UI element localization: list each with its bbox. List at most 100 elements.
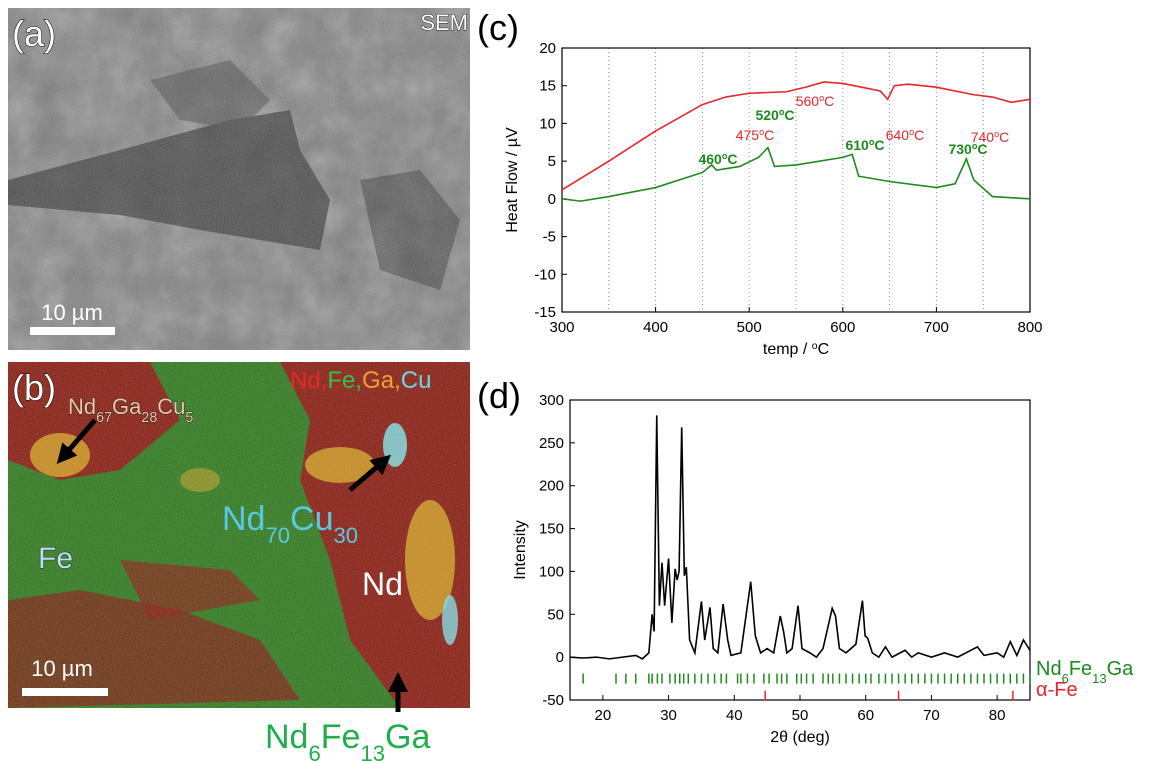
legend-label: α-Fe xyxy=(1036,679,1078,701)
y-tick-label: -50 xyxy=(542,692,564,709)
annotation: 560oC xyxy=(796,93,835,109)
phase-label: Nd6Fe13Ga xyxy=(265,718,430,761)
text-segment: Cu xyxy=(290,500,333,538)
text-segment: temp / xyxy=(763,341,812,358)
text-segment: Ga xyxy=(385,718,430,756)
x-tick-label: 50 xyxy=(792,707,809,724)
text-segment: C xyxy=(764,127,774,143)
sem-image xyxy=(8,8,470,350)
text-segment: Ga, xyxy=(362,367,401,394)
text-segment: Nd, xyxy=(290,367,327,394)
scale-bar xyxy=(30,327,115,335)
x-tick-label: 800 xyxy=(1017,319,1042,336)
y-tick-label: 150 xyxy=(539,521,564,538)
text-segment: 730 xyxy=(948,141,972,157)
y-tick-label: -5 xyxy=(543,229,556,246)
text-segment: C xyxy=(914,127,924,143)
y-tick-label: 20 xyxy=(539,40,556,57)
scale-bar xyxy=(22,688,108,696)
panel-label: (d) xyxy=(477,375,521,416)
y-axis-title: Intensity xyxy=(512,520,529,580)
annotation: 610oC xyxy=(845,137,884,153)
panel-label: (b) xyxy=(12,367,56,408)
text-segment: Ga xyxy=(112,394,142,419)
y-tick-label: 300 xyxy=(539,392,564,409)
x-tick-label: 80 xyxy=(989,707,1006,724)
text-segment: 520 xyxy=(755,107,779,123)
text-segment: 6 xyxy=(308,741,320,761)
text-segment: Nd xyxy=(222,500,265,538)
text-segment: C xyxy=(874,137,884,153)
phase-label: Nd xyxy=(362,566,403,602)
text-segment: 30 xyxy=(334,523,359,548)
figure: (a) SEM 10 µm (b) 10 µm Fe Nd Nd,Fe,Ga,C… xyxy=(0,0,1172,761)
x-tick-label: 300 xyxy=(549,319,574,336)
text-segment: Nd xyxy=(1036,658,1062,680)
panel-label: (a) xyxy=(12,13,56,54)
y-tick-label: 10 xyxy=(539,115,556,132)
y-tick-label: 100 xyxy=(539,563,564,580)
text-segment: C xyxy=(784,107,794,123)
x-tick-label: 70 xyxy=(923,707,940,724)
text-segment: C xyxy=(818,341,830,358)
y-tick-label: 250 xyxy=(539,435,564,452)
annotation: 520oC xyxy=(755,107,794,123)
text-segment: 67 xyxy=(96,410,112,426)
text-segment: C xyxy=(824,93,834,109)
annotation: 460oC xyxy=(698,151,737,167)
scale-label: 10 µm xyxy=(31,656,93,681)
text-segment: Nd xyxy=(265,718,308,756)
text-segment: 640 xyxy=(886,127,910,143)
text-segment: C xyxy=(727,151,737,167)
x-tick-label: 400 xyxy=(643,319,668,336)
text-segment: 560 xyxy=(796,93,820,109)
y-axis-title: Heat Flow / µV xyxy=(504,127,521,233)
x-tick-label: 600 xyxy=(830,319,855,336)
text-segment: 5 xyxy=(185,410,193,426)
text-segment: 13 xyxy=(1092,671,1106,686)
text-segment: Ga xyxy=(1107,658,1135,680)
y-tick-label: -10 xyxy=(534,266,556,283)
text-segment: Nd xyxy=(68,394,96,419)
text-segment: C xyxy=(977,141,987,157)
text-segment: C xyxy=(999,129,1009,145)
x-tick-label: 60 xyxy=(857,707,874,724)
y-tick-label: 0 xyxy=(556,649,564,666)
y-tick-label: -15 xyxy=(534,304,556,321)
text-segment: 610 xyxy=(845,137,869,153)
annotation: 640oC xyxy=(886,127,925,143)
y-tick-label: 200 xyxy=(539,478,564,495)
y-tick-label: 0 xyxy=(548,191,556,208)
scale-label: 10 µm xyxy=(41,300,103,325)
text-segment: Fe, xyxy=(327,367,362,394)
annotation: 730oC xyxy=(948,141,987,157)
page: Figure body { margin: 0; background: #ff… xyxy=(0,0,1172,761)
x-tick-label: 500 xyxy=(737,319,762,336)
x-tick-label: 40 xyxy=(726,707,743,724)
data-line xyxy=(570,415,1030,658)
x-axis-title: 2θ (deg) xyxy=(770,729,830,746)
y-tick-label: 5 xyxy=(548,153,556,170)
text-segment: 13 xyxy=(360,741,385,761)
text-segment: 70 xyxy=(265,523,290,548)
text-segment: 475 xyxy=(736,127,760,143)
annotation: 475oC xyxy=(736,127,775,143)
x-tick-label: 30 xyxy=(660,707,677,724)
image-tag: SEM xyxy=(420,10,468,35)
text-segment: α-Fe xyxy=(1036,679,1078,701)
phase-label: Fe xyxy=(38,542,73,575)
text-segment: Cu xyxy=(401,367,432,394)
x-axis-title: temp / oC xyxy=(763,341,829,359)
text-segment: Fe xyxy=(1069,658,1092,680)
x-tick-label: 20 xyxy=(595,707,612,724)
element-legend: Nd,Fe,Ga,Cu xyxy=(290,367,431,394)
sem-grain xyxy=(8,8,470,350)
text-segment: Cu xyxy=(157,394,185,419)
body: (a) SEM 10 µm (b) 10 µm Fe Nd Nd,Fe,Ga,C… xyxy=(0,0,1172,761)
text-segment: 28 xyxy=(141,410,157,426)
panel-label: (c) xyxy=(477,7,519,48)
text-segment: 460 xyxy=(698,151,722,167)
y-tick-label: 50 xyxy=(547,606,564,623)
text-segment: Fe xyxy=(321,718,361,756)
x-tick-label: 700 xyxy=(924,319,949,336)
